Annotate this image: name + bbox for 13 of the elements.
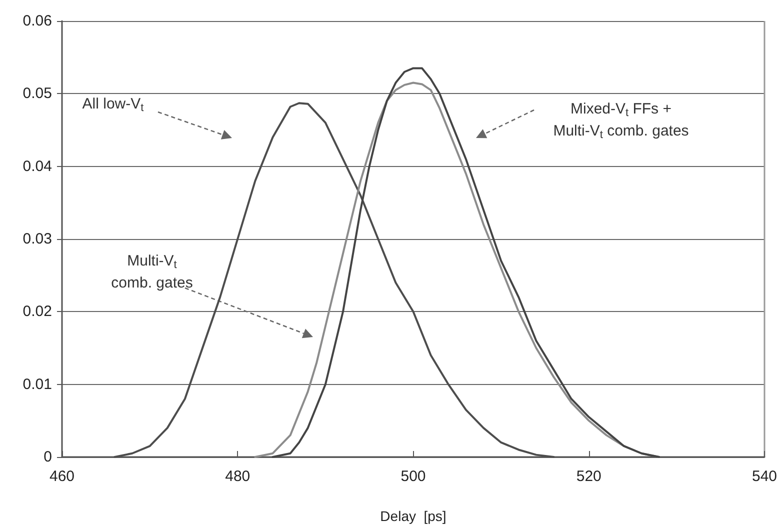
x-tick-label: 460	[49, 468, 75, 485]
y-tick-label: 0.03	[22, 230, 52, 248]
y-tick-label: 0.02	[22, 303, 52, 320]
x-tick-label: 520	[576, 468, 602, 485]
x-tick-label: 480	[225, 468, 250, 485]
x-tick-label: 540	[752, 468, 777, 485]
x-axis-title: Delay [ps]	[380, 508, 446, 524]
y-tick-label: 0.05	[22, 85, 52, 102]
y-tick-label: 0	[44, 448, 52, 466]
y-tick-label: 0.04	[22, 158, 52, 175]
x-tick-label: 500	[400, 468, 426, 485]
y-tick-label: 0.01	[22, 376, 52, 393]
y-tick-label: 0.06	[22, 12, 52, 30]
